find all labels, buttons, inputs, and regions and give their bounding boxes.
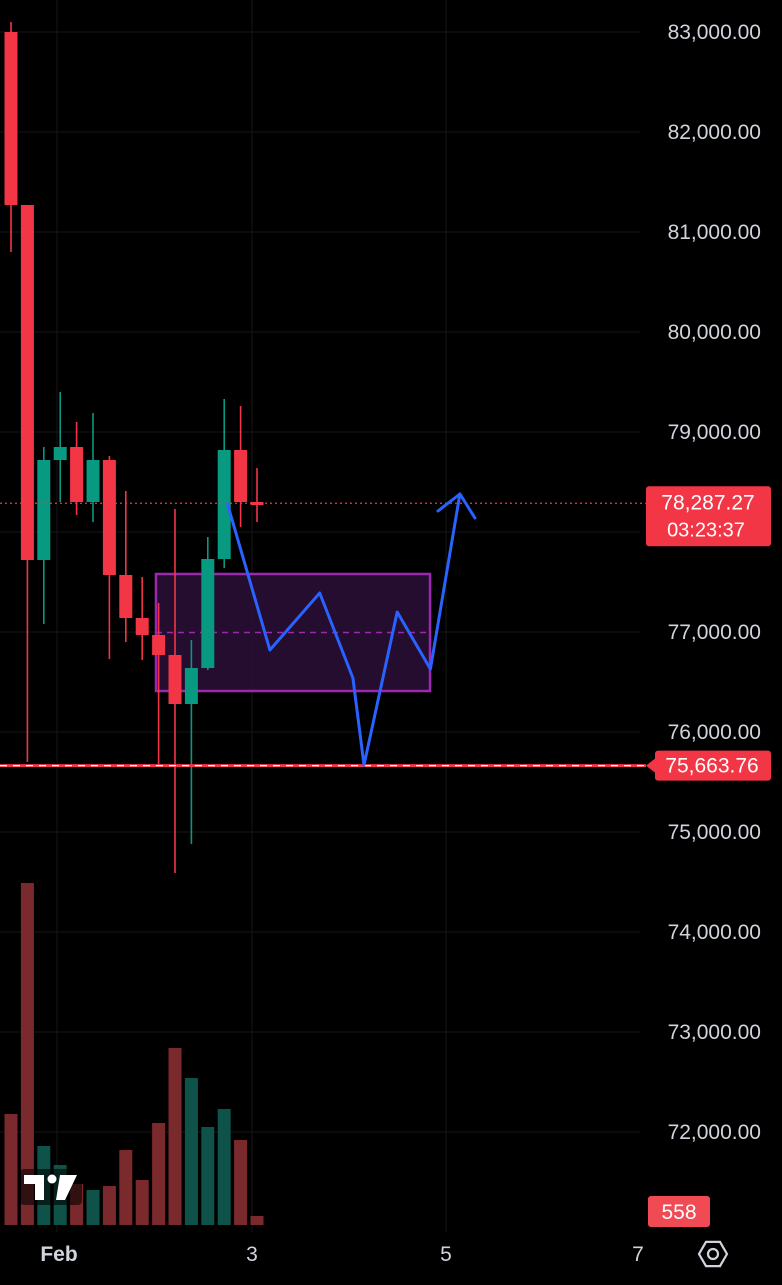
bar-countdown-label: 03:23:37 bbox=[667, 519, 745, 541]
volume-value-tag bbox=[648, 1196, 710, 1227]
volume-bar bbox=[184, 1078, 198, 1225]
x-axis-tick-label: 3 bbox=[246, 1243, 258, 1266]
tradingview-logo-icon[interactable] bbox=[20, 1169, 82, 1205]
candle-body bbox=[217, 450, 231, 559]
volume-bar bbox=[250, 1216, 264, 1225]
candle-body bbox=[70, 447, 84, 502]
y-axis-tick-label: 75,000.00 bbox=[668, 821, 761, 844]
candle-body bbox=[4, 32, 18, 205]
candle-body bbox=[53, 447, 67, 460]
settings-center-icon bbox=[706, 1247, 720, 1261]
candle-body bbox=[20, 205, 34, 560]
x-axis-tick-label: 5 bbox=[440, 1243, 452, 1266]
candle-body bbox=[152, 635, 166, 655]
y-axis-tick-label: 72,000.00 bbox=[668, 1121, 761, 1144]
y-axis-tick-label: 83,000.00 bbox=[668, 21, 761, 44]
candle-body bbox=[135, 618, 149, 635]
y-axis-tick-label: 81,000.00 bbox=[668, 221, 761, 244]
volume-bar bbox=[201, 1127, 215, 1225]
candle-body bbox=[37, 460, 51, 560]
support-level-arrow bbox=[646, 758, 655, 773]
candle-body bbox=[168, 655, 182, 704]
y-axis-tick-label: 74,000.00 bbox=[668, 921, 761, 944]
y-axis-tick-label: 76,000.00 bbox=[668, 721, 761, 744]
volume-bar bbox=[168, 1048, 182, 1225]
volume-bar bbox=[234, 1140, 248, 1225]
last-price-tag bbox=[646, 486, 771, 547]
candle-body bbox=[234, 450, 248, 502]
volume-bar bbox=[4, 1114, 18, 1225]
volume-bar bbox=[86, 1190, 100, 1225]
y-axis-tick-label: 73,000.00 bbox=[668, 1021, 761, 1044]
y-axis-tick-label: 79,000.00 bbox=[668, 421, 761, 444]
volume-value-label: 558 bbox=[661, 1201, 696, 1224]
y-axis-tick-label: 82,000.00 bbox=[668, 121, 761, 144]
candle-body bbox=[119, 575, 133, 618]
support-level-tag bbox=[655, 750, 771, 781]
candle-body bbox=[86, 460, 100, 502]
volume-bar bbox=[217, 1109, 231, 1225]
volume-bar bbox=[102, 1186, 116, 1225]
forecast-path[interactable] bbox=[226, 492, 462, 767]
settings-hexagon-icon[interactable] bbox=[697, 1240, 729, 1268]
support-level-label: 75,663.76 bbox=[665, 755, 758, 778]
volume-bar bbox=[20, 883, 34, 1225]
last-price-label: 78,287.27 bbox=[661, 491, 754, 514]
forecast-arrowhead bbox=[436, 492, 477, 520]
candle-body bbox=[184, 668, 198, 704]
volume-bar bbox=[152, 1123, 166, 1225]
volume-bar bbox=[135, 1180, 149, 1225]
x-axis-tick-label: 7 bbox=[632, 1243, 644, 1266]
candle-body bbox=[201, 559, 215, 668]
y-axis-tick-label: 80,000.00 bbox=[668, 321, 761, 344]
y-axis-tick-label: 77,000.00 bbox=[668, 621, 761, 644]
candle-body bbox=[102, 460, 116, 575]
x-axis-tick-label: Feb bbox=[40, 1243, 77, 1266]
volume-bar bbox=[119, 1150, 133, 1225]
